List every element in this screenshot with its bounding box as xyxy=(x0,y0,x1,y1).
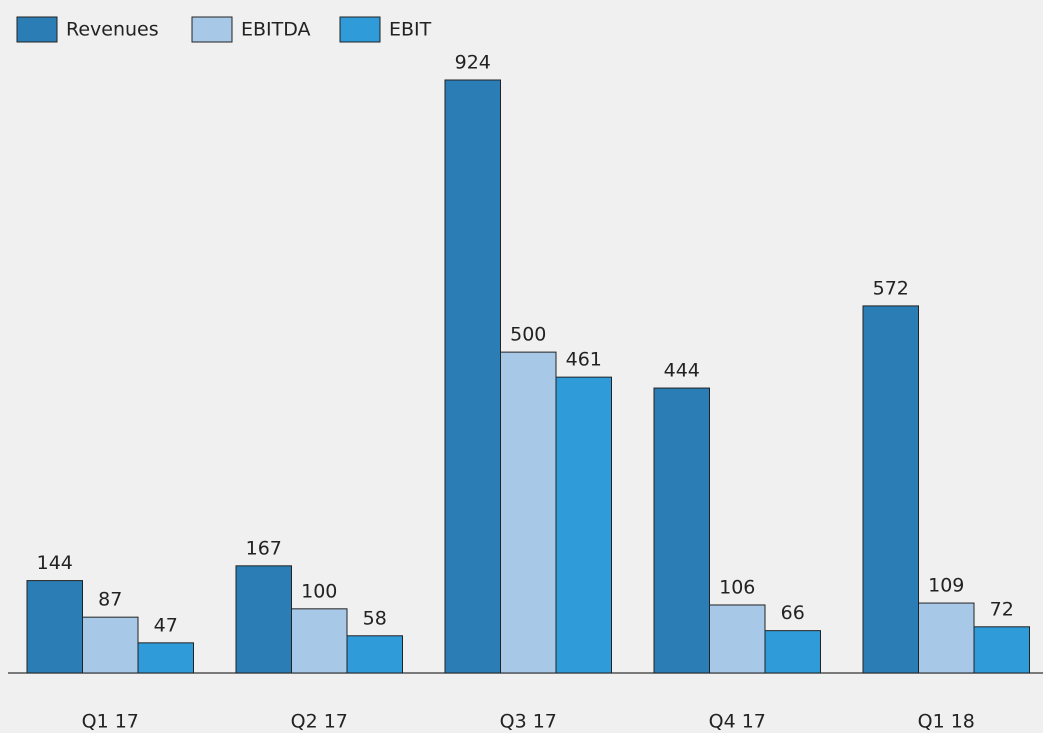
data-label: 100 xyxy=(301,580,337,602)
data-label: 109 xyxy=(928,575,964,597)
bar xyxy=(653,387,710,674)
data-label: 72 xyxy=(990,598,1014,620)
data-label: 500 xyxy=(510,324,546,346)
data-label: 924 xyxy=(455,52,491,74)
x-tick-label: Q2 17 xyxy=(291,711,348,733)
data-label: 87 xyxy=(98,589,122,611)
data-label: 47 xyxy=(154,614,178,636)
x-tick-label: Q1 18 xyxy=(918,711,975,733)
data-label: 106 xyxy=(719,576,755,598)
bar xyxy=(137,642,194,674)
legend-swatch xyxy=(191,16,233,43)
x-tick-label: Q4 17 xyxy=(709,711,766,733)
bar xyxy=(82,616,139,674)
bar xyxy=(764,630,821,674)
legend-label: Revenues xyxy=(66,19,159,41)
data-label: 461 xyxy=(566,349,602,371)
bar xyxy=(444,79,501,674)
bar xyxy=(709,604,766,674)
data-label: 167 xyxy=(246,537,282,559)
legend-swatch xyxy=(16,16,58,43)
bar xyxy=(500,351,557,674)
bar xyxy=(346,635,403,674)
bar xyxy=(973,626,1030,674)
bar xyxy=(918,602,975,674)
data-label: 144 xyxy=(37,552,73,574)
legend-label: EBITDA xyxy=(241,19,311,41)
x-tick-label: Q3 17 xyxy=(500,711,557,733)
bar xyxy=(235,565,292,674)
data-label: 66 xyxy=(781,602,805,624)
data-label: 572 xyxy=(873,277,909,299)
data-label: 444 xyxy=(664,360,700,382)
bar xyxy=(26,580,83,674)
bar xyxy=(291,608,348,674)
bar xyxy=(555,376,612,674)
legend-swatch xyxy=(339,16,381,43)
data-label: 58 xyxy=(363,607,387,629)
bar xyxy=(862,305,919,674)
x-tick-label: Q1 17 xyxy=(82,711,139,733)
legend-label: EBIT xyxy=(389,19,432,41)
